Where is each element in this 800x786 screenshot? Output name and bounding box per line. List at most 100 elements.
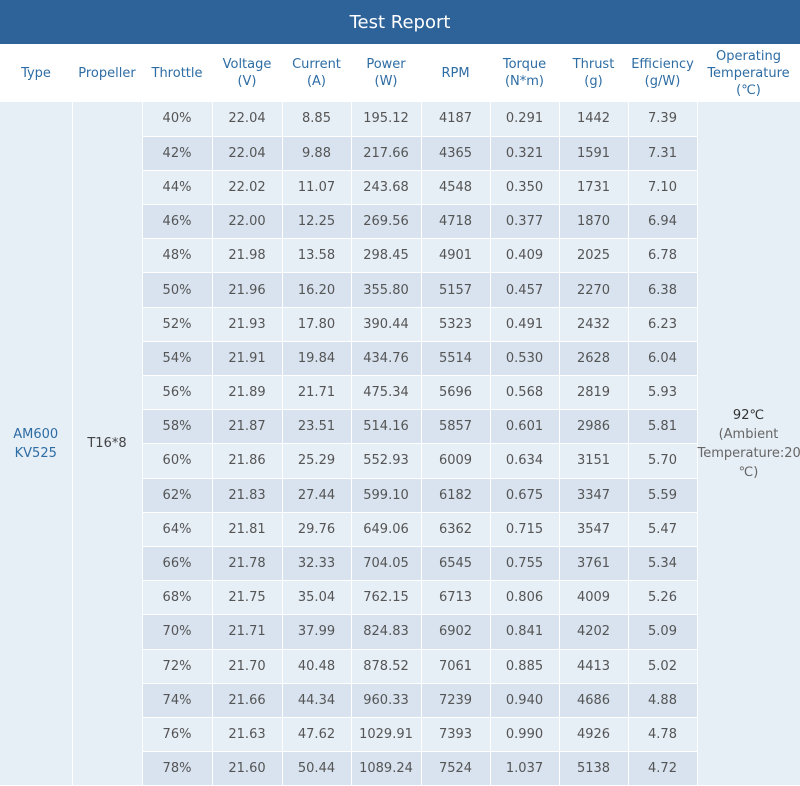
cell-rpm: 4718 (421, 205, 490, 239)
cell-efficiency: 6.94 (628, 205, 697, 239)
cell-thrust: 5138 (559, 752, 628, 786)
cell-throttle: 48% (142, 239, 212, 273)
cell-rpm: 7239 (421, 683, 490, 717)
cell-voltage: 22.02 (212, 170, 282, 204)
cell-current: 32.33 (282, 546, 351, 580)
cell-torque: 0.715 (490, 512, 559, 546)
cell-throttle: 78% (142, 752, 212, 786)
cell-power: 824.83 (351, 615, 421, 649)
cell-rpm: 5857 (421, 410, 490, 444)
cell-voltage: 21.93 (212, 307, 282, 341)
cell-efficiency: 5.02 (628, 649, 697, 683)
cell-thrust: 4686 (559, 683, 628, 717)
cell-voltage: 21.71 (212, 615, 282, 649)
column-header-line: Power (366, 57, 405, 72)
cell-torque: 0.675 (490, 478, 559, 512)
temperature-note: Temperature:20 (698, 446, 800, 461)
column-header-line: Propeller (78, 66, 135, 81)
cell-throttle: 58% (142, 410, 212, 444)
cell-current: 12.25 (282, 205, 351, 239)
cell-torque: 0.990 (490, 717, 559, 751)
cell-efficiency: 6.38 (628, 273, 697, 307)
cell-throttle: 46% (142, 205, 212, 239)
cell-throttle: 76% (142, 717, 212, 751)
cell-thrust: 3547 (559, 512, 628, 546)
cell-efficiency: 5.34 (628, 546, 697, 580)
cell-current: 16.20 (282, 273, 351, 307)
cell-torque: 0.568 (490, 376, 559, 410)
cell-voltage: 21.60 (212, 752, 282, 786)
cell-torque: 0.940 (490, 683, 559, 717)
motor-type-line: KV525 (15, 446, 57, 461)
cell-current: 21.71 (282, 376, 351, 410)
cell-throttle: 44% (142, 170, 212, 204)
cell-voltage: 21.86 (212, 444, 282, 478)
cell-torque: 0.841 (490, 615, 559, 649)
cell-voltage: 21.78 (212, 546, 282, 580)
cell-throttle: 60% (142, 444, 212, 478)
cell-efficiency: 5.26 (628, 581, 697, 615)
column-header-line: (A) (307, 74, 326, 89)
cell-power: 434.76 (351, 341, 421, 375)
cell-rpm: 4187 (421, 102, 490, 136)
cell-current: 17.80 (282, 307, 351, 341)
cell-power: 390.44 (351, 307, 421, 341)
cell-voltage: 21.81 (212, 512, 282, 546)
cell-torque: 0.634 (490, 444, 559, 478)
cell-voltage: 21.87 (212, 410, 282, 444)
cell-torque: 0.409 (490, 239, 559, 273)
column-header-rpm: RPM (421, 44, 490, 102)
cell-torque: 0.457 (490, 273, 559, 307)
cell-efficiency: 7.39 (628, 102, 697, 136)
cell-voltage: 21.83 (212, 478, 282, 512)
cell-torque: 0.350 (490, 170, 559, 204)
cell-current: 11.07 (282, 170, 351, 204)
cell-rpm: 6362 (421, 512, 490, 546)
cell-efficiency: 5.59 (628, 478, 697, 512)
cell-voltage: 21.66 (212, 683, 282, 717)
cell-power: 552.93 (351, 444, 421, 478)
cell-rpm: 6182 (421, 478, 490, 512)
cell-efficiency: 5.09 (628, 615, 697, 649)
cell-efficiency: 5.81 (628, 410, 697, 444)
cell-thrust: 1442 (559, 102, 628, 136)
cell-torque: 0.755 (490, 546, 559, 580)
temperature-note: (Ambient (719, 427, 779, 442)
cell-rpm: 6902 (421, 615, 490, 649)
cell-efficiency: 5.93 (628, 376, 697, 410)
cell-current: 35.04 (282, 581, 351, 615)
cell-throttle: 70% (142, 615, 212, 649)
cell-thrust: 1870 (559, 205, 628, 239)
cell-throttle: 74% (142, 683, 212, 717)
column-header-line: (W) (375, 74, 398, 89)
cell-thrust: 1591 (559, 136, 628, 170)
cell-current: 50.44 (282, 752, 351, 786)
column-header-line: Voltage (223, 57, 272, 72)
cell-efficiency: 6.78 (628, 239, 697, 273)
cell-power: 649.06 (351, 512, 421, 546)
cell-power: 960.33 (351, 683, 421, 717)
column-header-line: (℃) (736, 83, 761, 98)
cell-current: 8.85 (282, 102, 351, 136)
column-header-line: Efficiency (631, 57, 694, 72)
cell-power: 1029.91 (351, 717, 421, 751)
motor-type-cell: AM600 KV525 (0, 102, 72, 786)
cell-thrust: 2432 (559, 307, 628, 341)
column-header-line: Thrust (573, 57, 615, 72)
cell-throttle: 52% (142, 307, 212, 341)
cell-throttle: 62% (142, 478, 212, 512)
cell-torque: 0.601 (490, 410, 559, 444)
report-title: Test Report (0, 0, 800, 44)
cell-throttle: 68% (142, 581, 212, 615)
cell-rpm: 5323 (421, 307, 490, 341)
cell-current: 29.76 (282, 512, 351, 546)
cell-throttle: 42% (142, 136, 212, 170)
cell-rpm: 5696 (421, 376, 490, 410)
cell-efficiency: 4.88 (628, 683, 697, 717)
cell-current: 47.62 (282, 717, 351, 751)
motor-type-line: AM600 (13, 427, 58, 442)
column-header-efficiency: Efficiency(g/W) (628, 44, 697, 102)
column-header-line: Type (21, 66, 51, 81)
